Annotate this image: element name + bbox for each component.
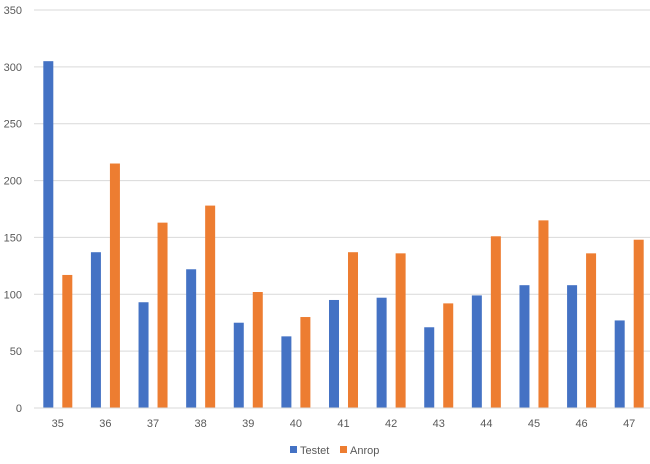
bar-anrop-39 bbox=[252, 292, 263, 408]
bar-testet-38 bbox=[186, 269, 197, 408]
x-tick-label: 43 bbox=[433, 418, 445, 430]
x-tick-label: 44 bbox=[480, 418, 492, 430]
bar-anrop-47 bbox=[633, 239, 644, 408]
bar-testet-40 bbox=[281, 336, 292, 408]
bar-anrop-37 bbox=[157, 222, 168, 408]
bar-anrop-43 bbox=[443, 303, 454, 408]
bar-testet-45 bbox=[519, 285, 530, 408]
y-tick-label: 200 bbox=[4, 176, 22, 188]
x-tick-label: 45 bbox=[528, 418, 540, 430]
y-tick-label: 350 bbox=[4, 5, 22, 17]
x-tick-label: 46 bbox=[575, 418, 587, 430]
legend-swatch-anrop bbox=[340, 446, 347, 453]
bar-testet-42 bbox=[376, 297, 387, 408]
bar-testet-39 bbox=[233, 322, 244, 408]
bar-testet-35 bbox=[43, 61, 54, 409]
x-tick-label: 42 bbox=[385, 418, 397, 430]
bar-anrop-45 bbox=[538, 220, 549, 408]
bar-anrop-38 bbox=[205, 205, 216, 408]
gridlines bbox=[34, 9, 650, 352]
bar-anrop-42 bbox=[395, 253, 406, 408]
legend-swatch-testet bbox=[290, 446, 297, 453]
legend: Testet Anrop bbox=[290, 445, 379, 457]
y-tick-label: 100 bbox=[4, 289, 22, 301]
bar-anrop-36 bbox=[109, 163, 120, 408]
x-axis-ticks: 35 36 37 38 39 40 41 42 43 44 45 46 47 bbox=[52, 418, 636, 430]
y-tick-label: 300 bbox=[4, 62, 22, 74]
bar-anrop-44 bbox=[490, 236, 501, 408]
legend-label-anrop: Anrop bbox=[350, 445, 379, 457]
bars bbox=[43, 61, 644, 409]
x-tick-label: 35 bbox=[52, 418, 64, 430]
bar-anrop-41 bbox=[348, 252, 358, 408]
x-tick-label: 47 bbox=[623, 418, 635, 430]
bar-testet-44 bbox=[471, 295, 482, 408]
x-tick-label: 38 bbox=[195, 418, 207, 430]
bar-anrop-40 bbox=[300, 317, 311, 408]
bar-testet-37 bbox=[138, 302, 149, 408]
bar-testet-41 bbox=[329, 299, 339, 408]
y-tick-label: 150 bbox=[4, 232, 22, 244]
legend-label-testet: Testet bbox=[300, 445, 329, 457]
y-tick-label: 0 bbox=[16, 403, 22, 415]
bar-testet-43 bbox=[424, 327, 435, 408]
x-tick-label: 36 bbox=[99, 418, 111, 430]
x-tick-label: 39 bbox=[242, 418, 254, 430]
x-tick-label: 37 bbox=[147, 418, 159, 430]
y-tick-label: 250 bbox=[4, 119, 22, 131]
x-tick-label: 41 bbox=[337, 418, 349, 430]
y-axis-ticks: 0 50 100 150 200 250 300 350 bbox=[4, 5, 22, 415]
y-tick-label: 50 bbox=[10, 346, 22, 358]
bar-anrop-46 bbox=[586, 253, 597, 408]
bar-testet-47 bbox=[614, 320, 625, 408]
bar-testet-36 bbox=[90, 252, 101, 408]
bar-anrop-35 bbox=[62, 274, 73, 408]
bar-testet-46 bbox=[567, 285, 578, 408]
x-tick-label: 40 bbox=[290, 418, 302, 430]
